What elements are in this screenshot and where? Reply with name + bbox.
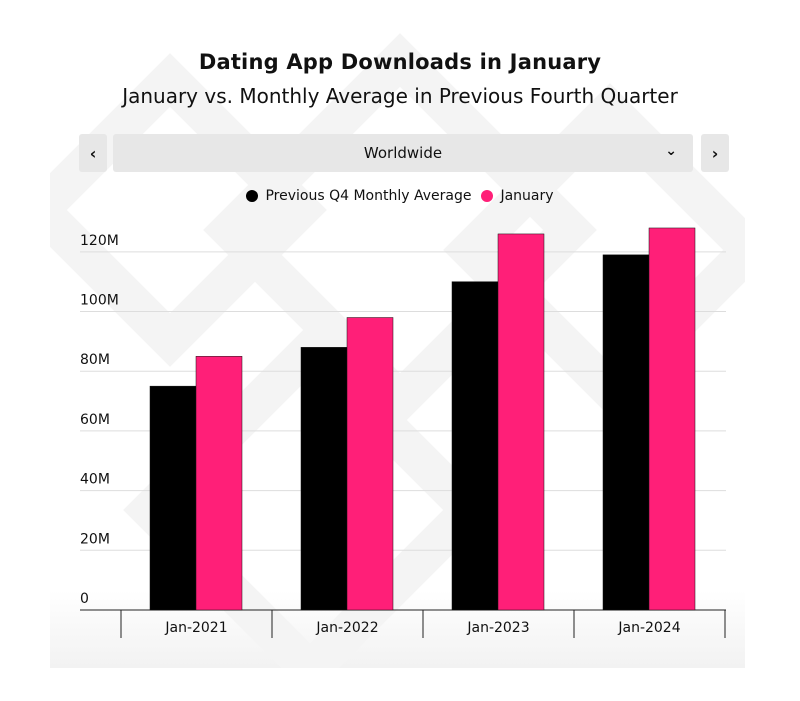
chevron-left-icon: ‹	[89, 143, 97, 163]
x-category-label: Jan-2022	[315, 620, 378, 636]
legend-dot-icon	[481, 190, 494, 202]
chart-title: Dating App Downloads in January	[198, 50, 602, 74]
y-tick-label: 0	[80, 591, 89, 607]
bar	[346, 317, 394, 611]
chart-subtitle: January vs. Monthly Average in Previous …	[122, 84, 678, 108]
bar	[497, 233, 545, 611]
bar	[195, 356, 243, 611]
next-button[interactable]: ›	[701, 134, 729, 172]
bar	[648, 227, 696, 611]
y-tick-label: 80M	[80, 352, 110, 368]
chevron-right-icon: ›	[711, 143, 719, 163]
y-tick-label: 40M	[80, 472, 110, 488]
y-tick-label: 20M	[80, 531, 110, 547]
previous-button[interactable]: ‹	[79, 134, 107, 172]
legend-item-previous-q4[interactable]: Previous Q4 Monthly Average	[246, 188, 471, 204]
region-dropdown[interactable]: Worldwide ⌄	[113, 134, 693, 172]
chevron-down-icon: ⌄	[665, 143, 677, 159]
legend-label: January	[500, 188, 554, 204]
bar	[451, 281, 499, 611]
bar	[149, 385, 197, 611]
y-tick-label: 60M	[80, 412, 110, 428]
y-tick-label: 120M	[80, 233, 119, 249]
chart-legend: Previous Q4 Monthly Average January	[0, 188, 800, 204]
bar	[300, 347, 348, 611]
y-tick-label: 100M	[80, 293, 119, 309]
region-selected-value: Worldwide	[363, 144, 443, 162]
x-category-label: Jan-2024	[617, 620, 680, 636]
bar	[602, 254, 650, 611]
legend-label: Previous Q4 Monthly Average	[265, 188, 472, 204]
legend-item-january[interactable]: January	[481, 188, 554, 204]
x-category-label: Jan-2021	[164, 620, 227, 636]
x-category-label: Jan-2023	[466, 620, 529, 636]
legend-dot-icon	[246, 190, 259, 202]
